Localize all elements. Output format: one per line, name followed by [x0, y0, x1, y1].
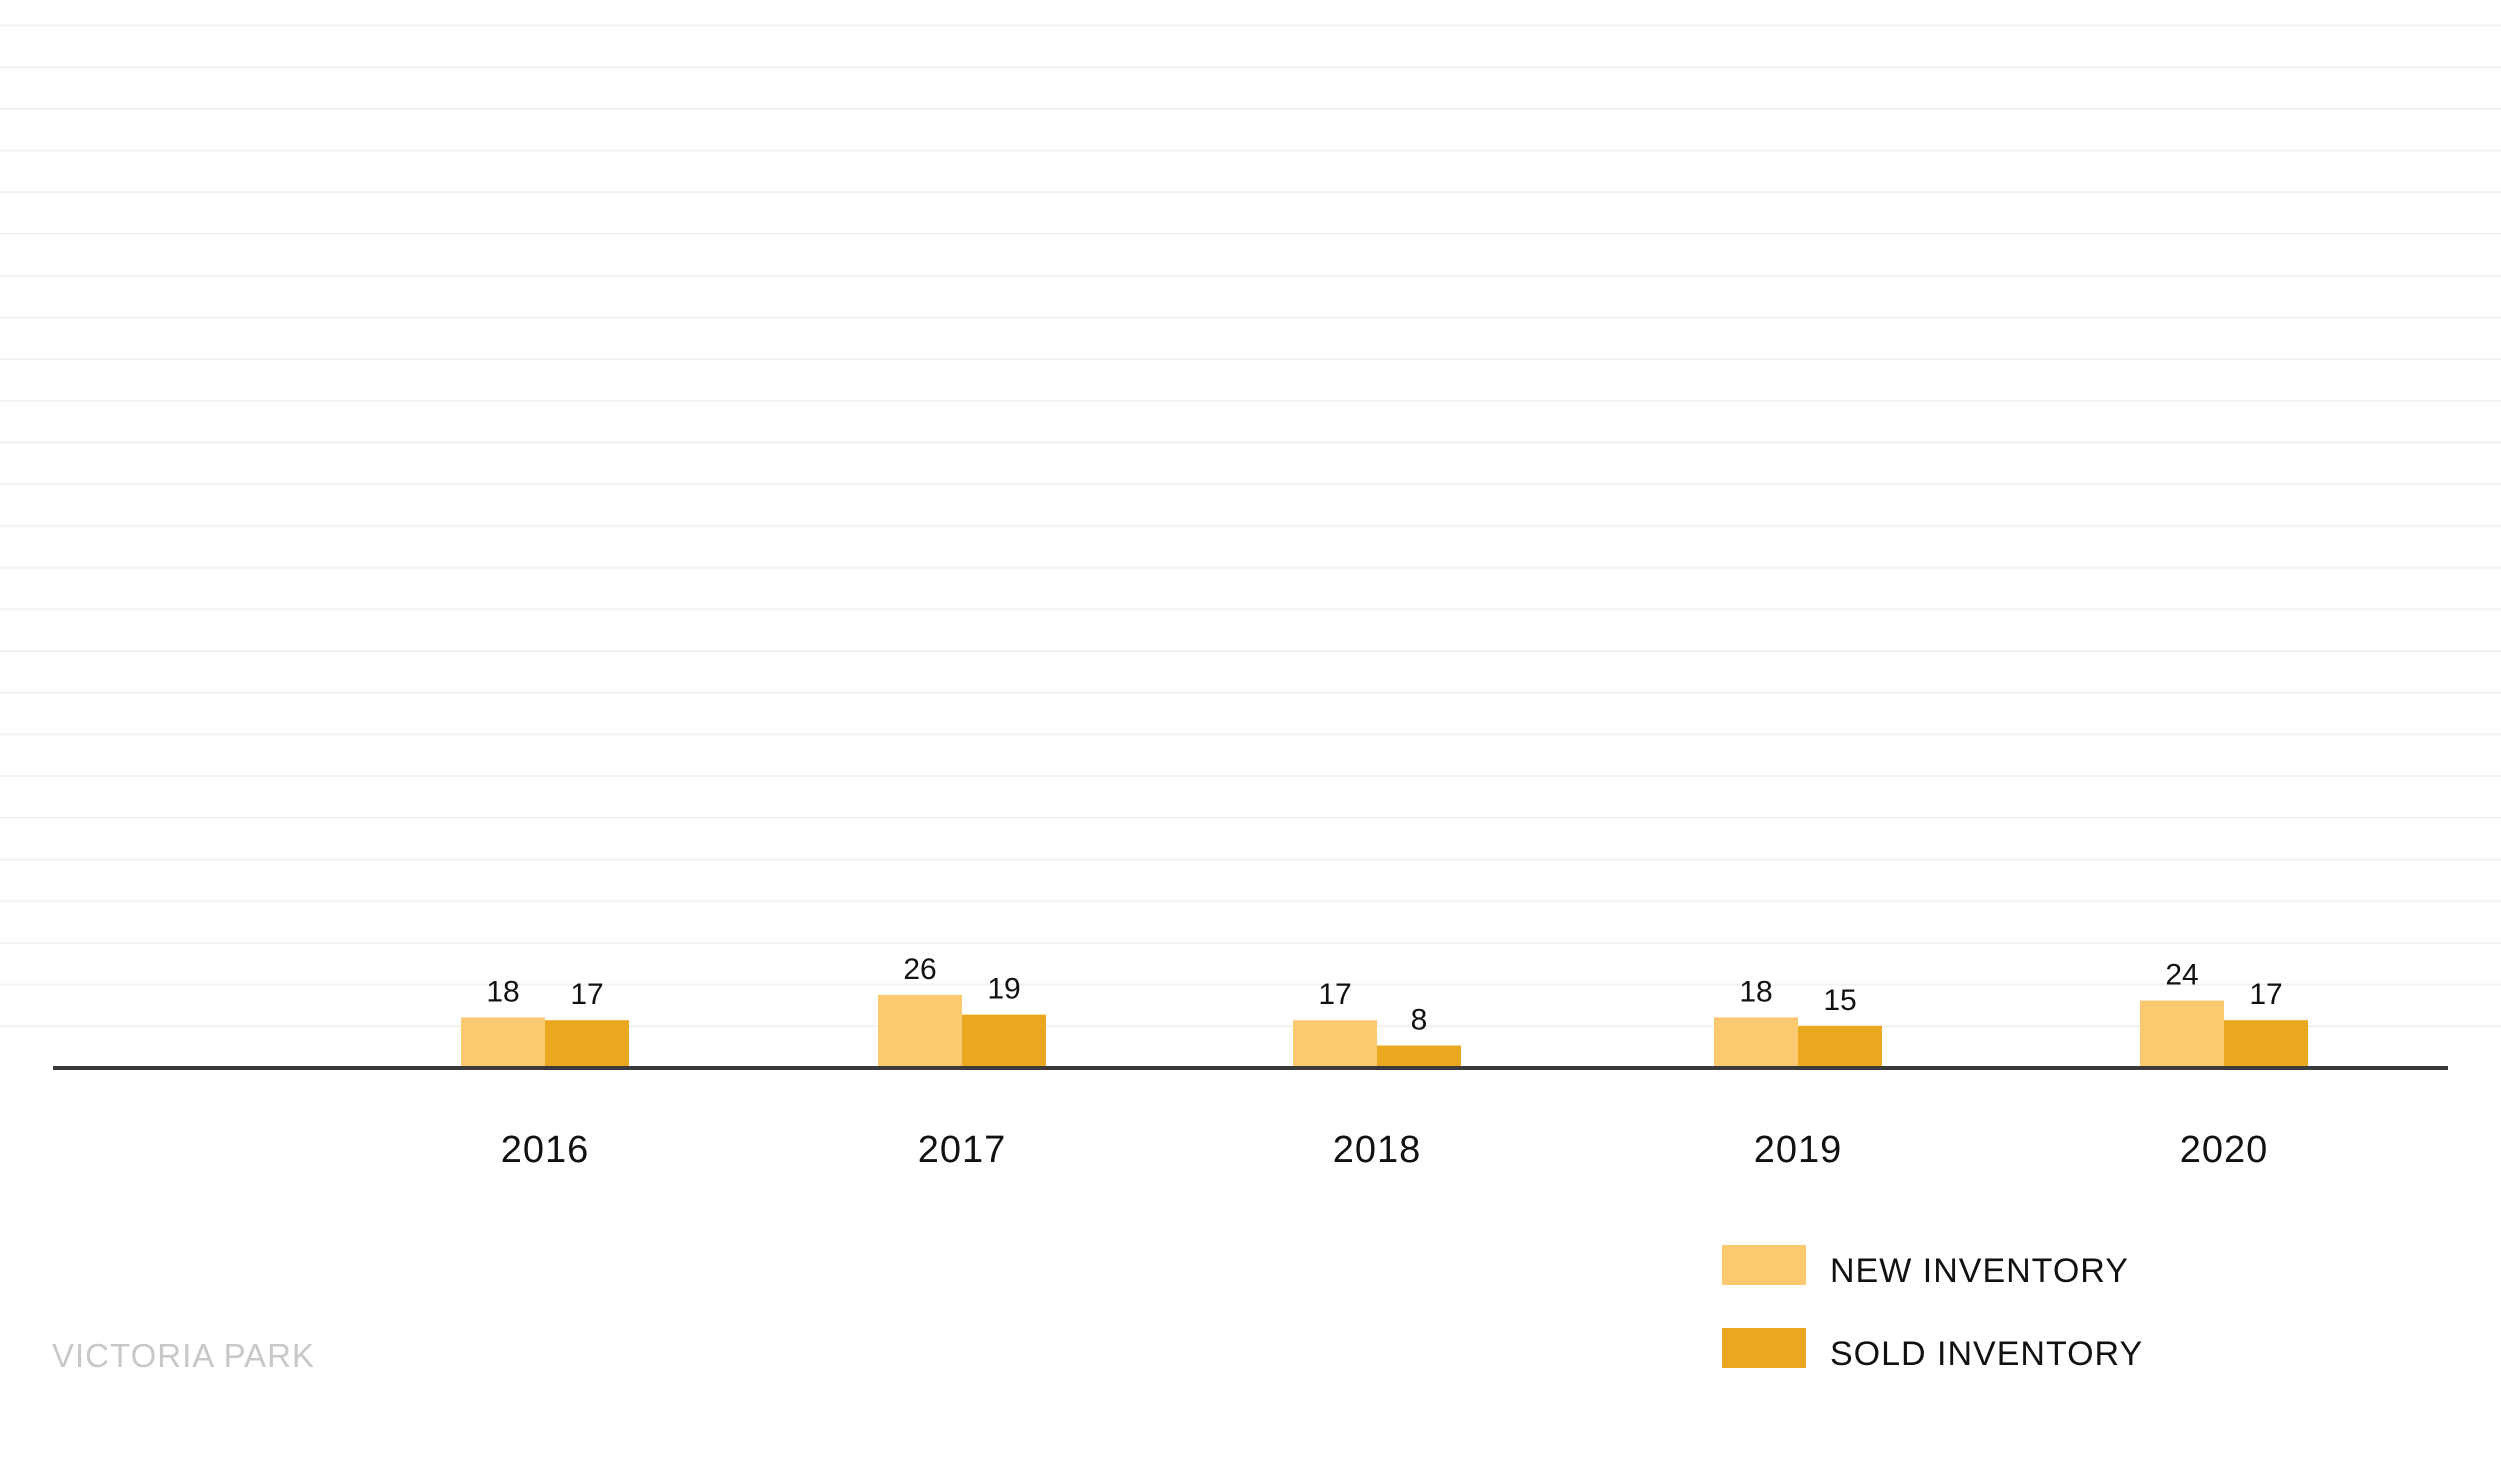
x-tick-label-2016: 2016: [501, 1129, 590, 1171]
data-label-sold-inventory-2017: 19: [987, 973, 1020, 1006]
bars: [461, 994, 2308, 1068]
data-label-sold-inventory-2016: 17: [570, 978, 603, 1011]
bar-new-inventory-2019: [1714, 1017, 1798, 1068]
bar-sold-inventory-2020: [2224, 1020, 2308, 1068]
x-tick-label-2017: 2017: [918, 1129, 1007, 1171]
data-label-new-inventory-2018: 17: [1318, 978, 1351, 1011]
bar-sold-inventory-2016: [545, 1020, 629, 1068]
bar-sold-inventory-2018: [1377, 1045, 1461, 1068]
bar-new-inventory-2018: [1293, 1020, 1377, 1068]
chart-caption: VICTORIA PARK: [52, 1337, 316, 1374]
data-label-new-inventory-2016: 18: [486, 975, 519, 1008]
x-tick-label-2018: 2018: [1333, 1129, 1422, 1171]
bar-sold-inventory-2019: [1798, 1025, 1882, 1068]
legend-label-new-inventory: NEW INVENTORY: [1830, 1252, 2129, 1290]
legend-swatch-sold-inventory: [1722, 1328, 1806, 1368]
legend-swatch-new-inventory: [1722, 1245, 1806, 1285]
bar-new-inventory-2020: [2140, 1000, 2224, 1068]
data-label-new-inventory-2017: 26: [903, 953, 936, 986]
x-tick-label-2019: 2019: [1754, 1129, 1843, 1171]
data-label-new-inventory-2020: 24: [2165, 959, 2198, 992]
legend-label-sold-inventory: SOLD INVENTORY: [1830, 1335, 2143, 1373]
gridlines: [0, 24, 2501, 1028]
data-label-sold-inventory-2018: 8: [1411, 1004, 1428, 1037]
bar-new-inventory-2016: [461, 1017, 545, 1068]
x-axis: 2016 2017 2018 2019 2020: [53, 1066, 2448, 1171]
data-label-new-inventory-2019: 18: [1739, 975, 1772, 1008]
data-label-sold-inventory-2020: 17: [2249, 978, 2282, 1011]
bar-new-inventory-2017: [878, 994, 962, 1068]
legend: NEW INVENTORY SOLD INVENTORY: [1722, 1245, 2143, 1373]
x-tick-label-2020: 2020: [2180, 1129, 2269, 1171]
data-labels: 18 17 26 19 17 8 18 15 24 17: [486, 953, 2282, 1037]
data-label-sold-inventory-2019: 15: [1823, 984, 1856, 1017]
bar-sold-inventory-2017: [962, 1014, 1046, 1068]
